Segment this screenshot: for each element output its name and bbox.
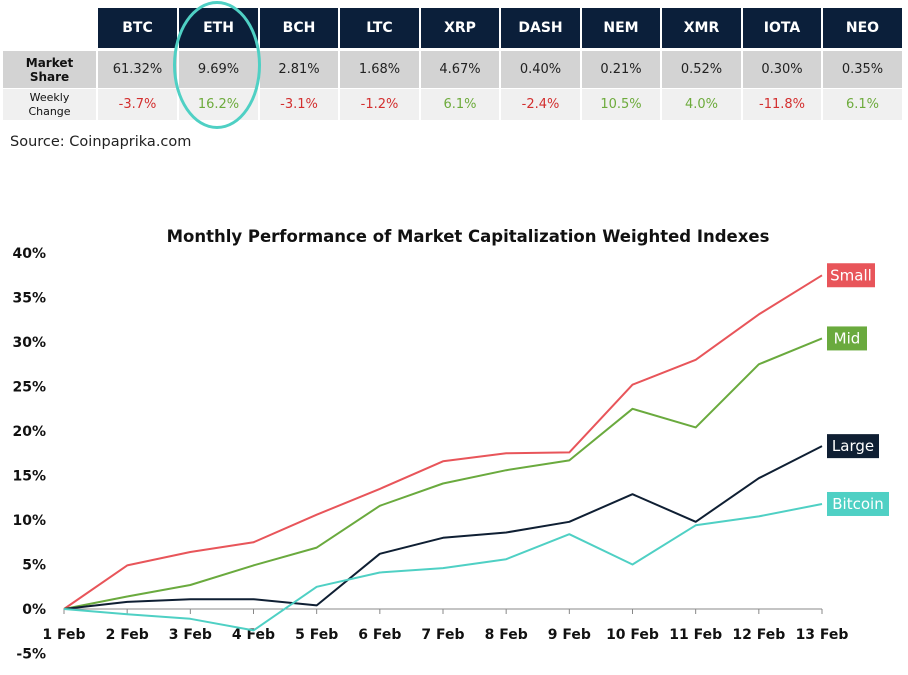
market-share-xmr: 0.52% bbox=[662, 51, 741, 88]
header-bch: BCH bbox=[260, 8, 338, 48]
chart-title: Monthly Performance of Market Capitaliza… bbox=[167, 227, 770, 246]
y-tick-label: 35% bbox=[12, 291, 46, 307]
x-tick-label: 6 Feb bbox=[358, 627, 401, 643]
weekly-change-bch: -3.1% bbox=[260, 89, 338, 120]
y-tick-label: 20% bbox=[12, 424, 46, 440]
header-neo: NEO bbox=[823, 8, 902, 48]
header-nem: NEM bbox=[582, 8, 660, 48]
series-line-large bbox=[63, 445, 823, 610]
weekly-change-neo: 6.1% bbox=[823, 89, 902, 120]
y-tick-label: 0% bbox=[22, 602, 46, 618]
end-label-bitcoin: Bitcoin bbox=[832, 495, 883, 513]
market-share-btc: 61.32% bbox=[98, 51, 177, 88]
header-dash: DASH bbox=[501, 8, 580, 48]
y-tick-label: 25% bbox=[12, 380, 46, 396]
x-tick-label: 10 Feb bbox=[606, 627, 659, 643]
market-share-iota: 0.30% bbox=[743, 51, 821, 88]
x-tick-label: 7 Feb bbox=[421, 627, 464, 643]
end-label-box-small bbox=[827, 263, 875, 288]
end-label-box-bitcoin bbox=[827, 491, 889, 516]
end-label-large: Large bbox=[832, 437, 874, 455]
y-tick-label: 5% bbox=[22, 558, 46, 574]
market-share-bch: 2.81% bbox=[260, 51, 338, 88]
x-tick-label: 3 Feb bbox=[169, 627, 212, 643]
market-share-xrp: 4.67% bbox=[421, 51, 499, 88]
weekly-change-btc: -3.7% bbox=[98, 89, 177, 120]
x-tick-label: 13 Feb bbox=[796, 627, 849, 643]
header-xmr: XMR bbox=[662, 8, 741, 48]
eth-highlight-oval bbox=[173, 1, 261, 129]
x-tick-label: 9 Feb bbox=[548, 627, 591, 643]
y-tick-label: 10% bbox=[12, 513, 46, 529]
weekly-change-iota: -11.8% bbox=[743, 89, 821, 120]
market-share-neo: 0.35% bbox=[823, 51, 902, 88]
x-tick-label: 1 Feb bbox=[42, 627, 85, 643]
series-line-small bbox=[63, 274, 823, 610]
weekly-change-dash: -2.4% bbox=[501, 89, 580, 120]
header-corner-cell bbox=[3, 8, 96, 48]
x-tick-label: 5 Feb bbox=[295, 627, 338, 643]
end-label-box-large bbox=[827, 434, 879, 459]
market-share-nem: 0.21% bbox=[582, 51, 660, 88]
x-tick-label: 12 Feb bbox=[732, 627, 785, 643]
y-tick-label: 30% bbox=[12, 335, 46, 351]
weekly-change-ltc: -1.2% bbox=[340, 89, 419, 120]
header-btc: BTC bbox=[98, 8, 177, 48]
series-line-mid bbox=[63, 337, 823, 610]
weekly-change-nem: 10.5% bbox=[582, 89, 660, 120]
y-tick-label: 15% bbox=[12, 469, 46, 485]
weekly-change-xmr: 4.0% bbox=[662, 89, 741, 120]
y-tick-label: -5% bbox=[16, 647, 46, 663]
header-ltc: LTC bbox=[340, 8, 419, 48]
weekly-change-label-line2: Change bbox=[28, 104, 71, 118]
market-share-label: Market Share bbox=[3, 51, 96, 88]
weekly-change-label: Weekly Change bbox=[3, 89, 96, 120]
header-iota: IOTA bbox=[743, 8, 821, 48]
market-share-dash: 0.40% bbox=[501, 51, 580, 88]
source-note: Source: Coinpaprika.com bbox=[10, 134, 192, 150]
end-label-box-mid bbox=[827, 326, 867, 351]
weekly-change-xrp: 6.1% bbox=[421, 89, 499, 120]
market-share-label-line1: Market bbox=[25, 55, 74, 70]
x-tick-label: 8 Feb bbox=[485, 627, 528, 643]
x-tick-label: 4 Feb bbox=[232, 627, 275, 643]
x-tick-label: 11 Feb bbox=[669, 627, 722, 643]
market-share-ltc: 1.68% bbox=[340, 51, 419, 88]
market-share-label-line2: Share bbox=[29, 69, 70, 84]
end-label-small: Small bbox=[830, 266, 872, 284]
performance-line-chart: Monthly Performance of Market Capitaliza… bbox=[12, 227, 889, 663]
weekly-change-label-line1: Weekly bbox=[29, 90, 70, 104]
x-tick-label: 2 Feb bbox=[106, 627, 149, 643]
end-label-mid: Mid bbox=[834, 329, 861, 347]
series-line-bitcoin bbox=[63, 503, 823, 632]
y-tick-label: 40% bbox=[12, 246, 46, 262]
header-xrp: XRP bbox=[421, 8, 499, 48]
